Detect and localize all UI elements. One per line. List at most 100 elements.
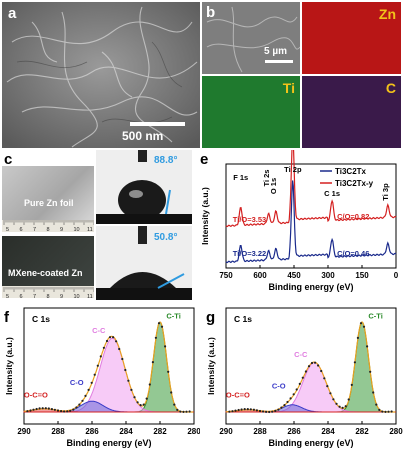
ruler-number: 6 xyxy=(20,227,23,232)
x-tick-label: 290 xyxy=(17,427,31,436)
x-tick-label: 290 xyxy=(219,427,233,436)
data-point xyxy=(258,409,262,413)
ruler-number: 5 xyxy=(6,294,9,299)
data-point xyxy=(329,392,332,395)
panel-title: C 1s xyxy=(234,314,252,324)
data-point xyxy=(277,408,280,411)
data-point xyxy=(188,410,191,413)
data-point xyxy=(314,361,317,364)
zn-foil-caption: Pure Zn foil xyxy=(24,198,74,208)
data-point xyxy=(87,388,90,391)
panel-label-c: c xyxy=(4,151,13,168)
panel-g-c1s: g C 1s 290 288 286 284 282 280 Binding energy (e… xyxy=(202,302,403,454)
droplet-top: 88.8° xyxy=(96,150,192,224)
data-point xyxy=(323,377,326,380)
data-point xyxy=(262,410,265,413)
data-point xyxy=(387,410,390,413)
series-red-line xyxy=(225,150,397,228)
ruler-number: 7 xyxy=(33,227,36,232)
panel-b-eds-maps: b 5 µm Zn Ti C xyxy=(202,2,401,148)
data-point xyxy=(115,340,118,343)
data-point xyxy=(53,408,57,411)
eds-map-c: C xyxy=(302,76,401,148)
ruler-number: 8 xyxy=(47,227,50,232)
x-tick-label: 150 xyxy=(355,271,369,280)
data-point xyxy=(295,388,298,391)
data-point xyxy=(142,403,145,406)
data-point xyxy=(29,409,32,412)
x-axis-label: Binding energy (eV) xyxy=(268,438,353,448)
annotation-blue-ti-o: Ti/O=3.22 xyxy=(233,249,266,258)
peak-label: F 1s xyxy=(233,173,248,182)
data-point xyxy=(75,406,78,409)
data-point xyxy=(366,345,369,348)
data-point xyxy=(320,369,323,373)
data-point xyxy=(108,336,112,339)
data-point xyxy=(335,402,338,405)
data-point xyxy=(344,405,347,408)
data-point xyxy=(151,361,154,364)
ruler-number: 6 xyxy=(20,294,23,299)
data-point xyxy=(56,409,60,412)
data-point xyxy=(317,364,320,367)
data-point xyxy=(154,336,157,339)
data-point xyxy=(332,398,335,401)
data-point xyxy=(93,373,96,376)
data-point xyxy=(133,396,136,399)
data-point xyxy=(35,407,38,411)
data-point xyxy=(234,409,237,412)
data-point xyxy=(341,406,344,409)
data-point xyxy=(78,403,81,406)
data-point xyxy=(390,410,393,413)
ruler-number: 9 xyxy=(60,294,63,299)
data-point xyxy=(63,410,66,413)
y-axis-label: Intensity (a.u.) xyxy=(200,187,210,245)
panel-label: f xyxy=(4,309,10,326)
series-blue-line xyxy=(225,180,397,264)
data-point xyxy=(124,368,127,372)
data-point xyxy=(246,408,249,411)
eds-label-zn: Zn xyxy=(378,6,396,22)
data-point xyxy=(243,408,246,411)
data-point xyxy=(121,357,124,361)
x-tick-label: 300 xyxy=(321,271,335,280)
data-point xyxy=(301,376,304,379)
x-tick-label: 286 xyxy=(287,427,301,436)
x-tick-label: 282 xyxy=(153,427,167,436)
data-point xyxy=(304,370,307,373)
panel-d-contact-angle: d 88.8° 50.8° xyxy=(96,150,192,300)
label-c-c: C-C xyxy=(294,350,308,359)
data-point xyxy=(185,410,188,413)
x-tick-label: 750 xyxy=(219,271,233,280)
data-point xyxy=(102,346,105,349)
data-point xyxy=(375,403,378,406)
data-point xyxy=(179,410,182,413)
data-point xyxy=(66,410,69,413)
data-point xyxy=(84,394,87,397)
annotation-red-c-o: C/O=0.82 xyxy=(337,212,369,221)
data-point xyxy=(228,410,231,413)
data-point xyxy=(38,407,41,410)
x-tick-label: 288 xyxy=(253,427,267,436)
data-point xyxy=(69,409,72,412)
data-point xyxy=(112,336,115,339)
panel-f-c1s: f C 1s 290 288 286 284 282 280 Binding energy (e… xyxy=(0,302,200,454)
data-point xyxy=(271,410,274,413)
panel-c-photos: c Pure Zn foil 5 6 7 8 9 10 11 MXene-coated Zn… xyxy=(2,150,94,300)
label-c-o: C-O xyxy=(70,378,84,387)
data-point xyxy=(105,339,109,343)
data-point xyxy=(72,408,75,411)
label-c-o: C-O xyxy=(272,382,286,391)
x-tick-label: 600 xyxy=(253,271,267,280)
data-point xyxy=(289,397,292,400)
data-point xyxy=(41,407,44,410)
mxene-zn-caption: MXene-coated Zn xyxy=(8,268,83,278)
y-axis-label: Intensity (a.u.) xyxy=(206,337,216,395)
data-point xyxy=(176,408,179,411)
x-tick-label: 288 xyxy=(51,427,65,436)
data-point xyxy=(359,322,363,325)
data-point xyxy=(292,393,295,396)
label-c-ti: C-Ti xyxy=(368,311,382,320)
panel-label: g xyxy=(206,309,215,326)
panel-b-sem-image: b 5 µm xyxy=(202,2,301,74)
